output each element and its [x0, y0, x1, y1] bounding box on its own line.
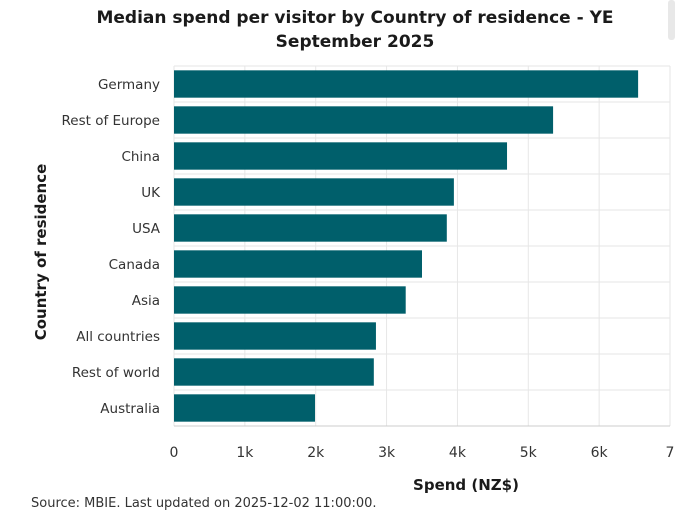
x-tick-label: 3k [378, 445, 396, 461]
y-axis-title: Country of residence [32, 164, 50, 341]
x-tick-label: 7 [666, 445, 675, 461]
chart-title-line-1: Median spend per visitor by Country of r… [96, 8, 614, 28]
bar[interactable] [174, 358, 374, 386]
bar[interactable] [174, 214, 447, 242]
category-label: UK [141, 185, 161, 201]
category-label: Australia [100, 401, 160, 417]
bars [174, 70, 639, 422]
bar[interactable] [174, 286, 406, 314]
category-label: Rest of Europe [62, 113, 160, 129]
x-axis-title: Spend (NZ$) [413, 476, 519, 494]
category-label: Canada [109, 257, 160, 273]
bar[interactable] [174, 106, 554, 134]
x-tick-label: 1k [236, 445, 254, 461]
category-label: USA [132, 221, 161, 237]
chart-title: Median spend per visitor by Country of r… [60, 6, 650, 54]
category-label: China [121, 149, 160, 165]
x-tick-label: 4k [449, 445, 467, 461]
category-label: Germany [98, 77, 160, 93]
x-tick-label: 6k [591, 445, 609, 461]
bar[interactable] [174, 322, 376, 350]
scrollbar-thumb[interactable] [668, 0, 675, 40]
x-tick-labels: 0 1k 2k 3k 4k 5k 6k 7 [170, 445, 675, 461]
bar[interactable] [174, 142, 508, 170]
category-label: Rest of world [72, 365, 160, 381]
x-tick-label: 2k [307, 445, 325, 461]
y-tick-labels: Germany Rest of Europe China UK USA Canada Asi… [62, 77, 162, 417]
x-tick-label: 5k [520, 445, 538, 461]
bar[interactable] [174, 70, 639, 98]
source-note: Source: MBIE. Last updated on 2025-12-02… [31, 496, 377, 511]
bar[interactable] [174, 394, 316, 422]
category-label: Asia [132, 293, 160, 309]
chart-title-line-2: September 2025 [275, 32, 435, 52]
x-tick-label: 0 [170, 445, 179, 461]
bar[interactable] [174, 250, 422, 278]
bar[interactable] [174, 178, 454, 206]
category-label: All countries [76, 329, 160, 345]
